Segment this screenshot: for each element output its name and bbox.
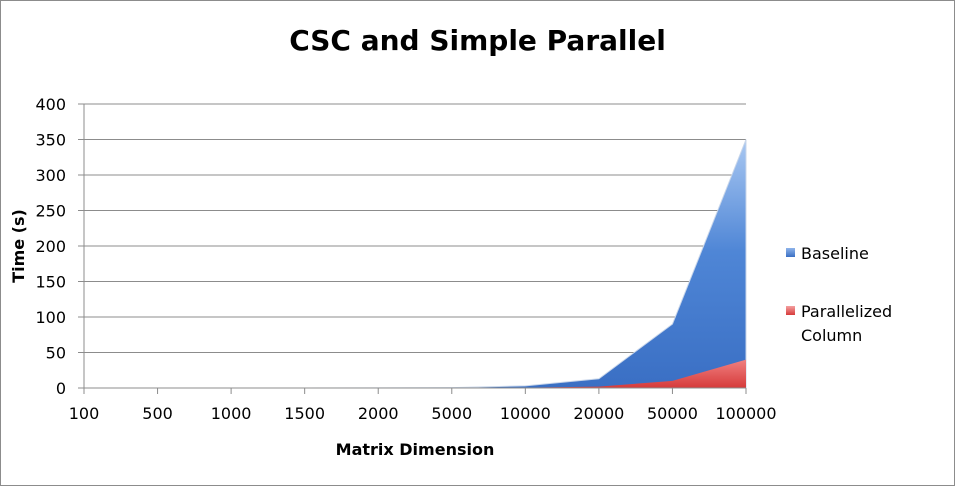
y-tick-label: 300 <box>35 166 66 185</box>
y-axis-label: Time (s) <box>9 209 28 283</box>
x-tick-label: 5000 <box>431 404 472 423</box>
y-tick-label: 50 <box>46 344 66 363</box>
y-tick-label: 200 <box>35 237 66 256</box>
legend-item-baseline: Baseline <box>786 242 869 266</box>
x-tick-label: 50000 <box>647 404 698 423</box>
legend-swatch-baseline <box>786 248 795 257</box>
x-tick-label: 2000 <box>358 404 399 423</box>
legend-label-parallelized-column: Parallelized Column <box>801 302 893 345</box>
x-tick-label: 100 <box>69 404 100 423</box>
x-axis-label: Matrix Dimension <box>336 440 495 459</box>
legend-swatch-parallelized-column <box>786 306 795 315</box>
y-tick-label: 0 <box>56 379 66 398</box>
y-tick-label: 350 <box>35 131 66 150</box>
series-areas <box>84 139 747 389</box>
legend-item-parallelized-column: Parallelized Column <box>786 300 911 348</box>
x-tick-label: 500 <box>142 404 173 423</box>
legend-label-baseline: Baseline <box>801 244 869 263</box>
y-tick-label: 100 <box>35 308 66 327</box>
x-tick-label: 10000 <box>500 404 551 423</box>
y-tick-label: 400 <box>35 95 66 114</box>
gridlines <box>84 103 746 353</box>
x-tick-label: 20000 <box>573 404 624 423</box>
area-baseline <box>84 139 747 389</box>
x-tick-label: 1000 <box>211 404 252 423</box>
y-tick-label: 250 <box>35 202 66 221</box>
x-tick-label: 1500 <box>284 404 325 423</box>
area-parallelized-column <box>84 359 746 388</box>
x-tick-label: 100000 <box>715 404 776 423</box>
chart-title: CSC and Simple Parallel <box>289 24 666 57</box>
axes: 0 50 100 150 200 250 300 350 400 100 500 1000 1500 20… <box>35 95 776 423</box>
y-tick-label: 150 <box>35 273 66 292</box>
